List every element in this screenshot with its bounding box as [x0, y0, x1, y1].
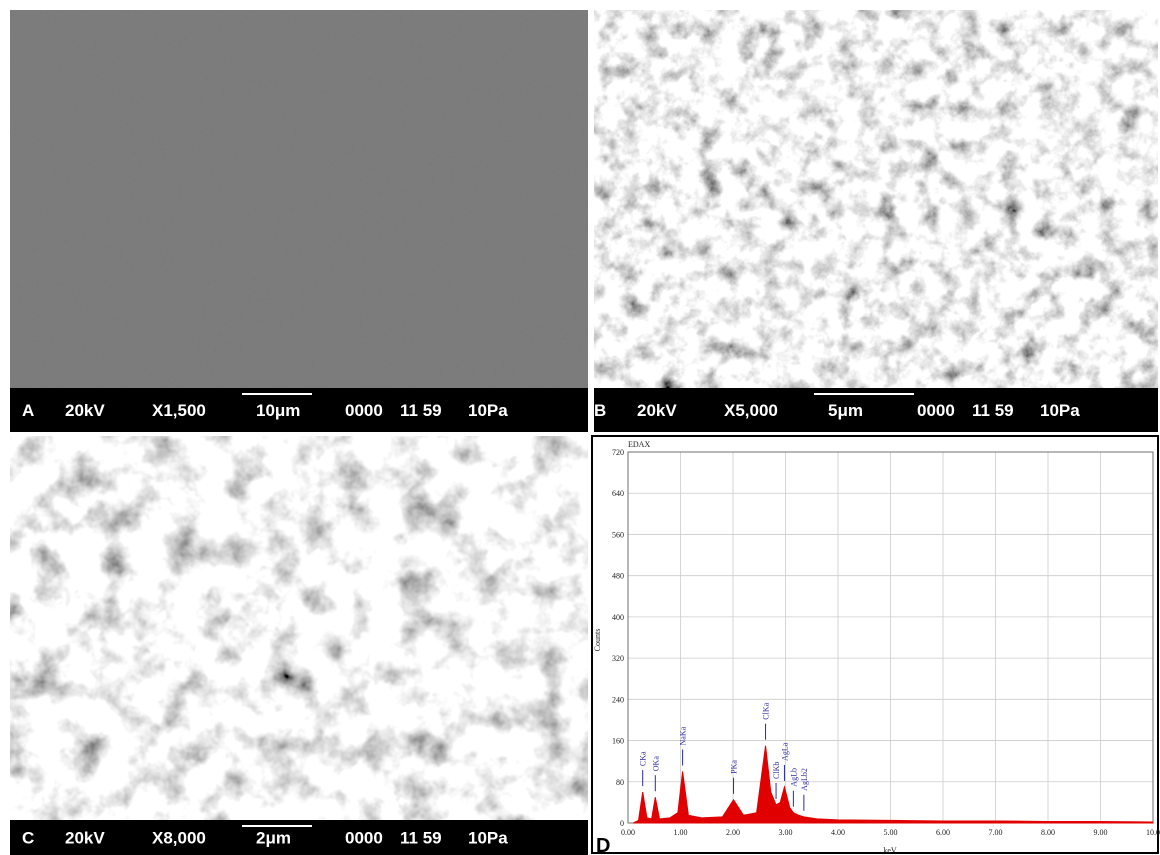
info-code: 0000 — [345, 401, 383, 420]
y-tick-label: 320 — [612, 654, 624, 663]
x-tick-label: 7.00 — [989, 828, 1003, 837]
spectrum-area — [633, 745, 1154, 824]
peak-label: OKa — [651, 756, 660, 772]
sem-image — [10, 10, 588, 388]
x-tick-label: 0.00 — [621, 828, 635, 837]
y-tick-label: 640 — [612, 489, 624, 498]
peak-label: AgLa — [780, 742, 789, 761]
panel-label: D — [596, 835, 610, 855]
info-pressure: 10Pa — [468, 401, 508, 420]
x-tick-label: 4.00 — [831, 828, 845, 837]
info-scale-bar: 2μm — [256, 829, 291, 848]
sem-image — [594, 10, 1158, 388]
sem-image — [10, 436, 588, 820]
y-axis-label: Counts — [593, 629, 602, 652]
info-magnification: X5,000 — [724, 401, 778, 420]
info-magnification: X8,000 — [152, 829, 206, 848]
x-tick-label: 5.00 — [884, 828, 898, 837]
info-bar — [10, 388, 588, 432]
info-bar — [594, 388, 1158, 432]
y-tick-label: 480 — [612, 572, 624, 581]
y-tick-label: 240 — [612, 695, 624, 704]
y-tick-label: 720 — [612, 448, 624, 457]
info-voltage: 20kV — [65, 401, 105, 420]
peak-label: PKa — [730, 760, 739, 774]
info-label: C — [22, 829, 34, 848]
peak-label: AgLb — [789, 768, 798, 787]
info-time: 11 59 — [400, 829, 442, 848]
info-time: 11 59 — [400, 401, 442, 420]
y-tick-label: 560 — [612, 530, 624, 539]
y-tick-label: 80 — [616, 778, 624, 787]
info-voltage: 20kV — [65, 829, 105, 848]
peak-label: NaKa — [679, 726, 688, 745]
peak-label: CKa — [639, 751, 648, 766]
spectrum-frame — [591, 435, 1159, 854]
peak-label: ClKa — [762, 702, 771, 719]
info-code: 0000 — [345, 829, 383, 848]
x-tick-label: 9.00 — [1094, 828, 1108, 837]
info-label: B — [594, 401, 606, 420]
x-tick-label: 3.00 — [779, 828, 793, 837]
info-scale-bar: 5μm — [828, 401, 863, 420]
info-scale-bar: 10μm — [256, 401, 300, 420]
x-tick-label: 6.00 — [936, 828, 950, 837]
x-axis-label: keV — [883, 846, 897, 855]
info-label: A — [22, 401, 34, 420]
x-tick-label: 8.00 — [1041, 828, 1055, 837]
peak-label: ClKb — [772, 762, 781, 779]
info-magnification: X1,500 — [152, 401, 206, 420]
x-tick-label: 10.0 — [1146, 828, 1160, 837]
peak-label: AgLb2 — [800, 768, 809, 791]
info-pressure: 10Pa — [468, 829, 508, 848]
info-pressure: 10Pa — [1040, 401, 1080, 420]
info-time: 11 59 — [972, 401, 1014, 420]
info-voltage: 20kV — [637, 401, 677, 420]
y-tick-label: 0 — [620, 819, 624, 828]
y-tick-label: 160 — [612, 737, 624, 746]
y-tick-label: 400 — [612, 613, 624, 622]
x-tick-label: 1.00 — [674, 828, 688, 837]
chart-title: EDAX — [628, 440, 650, 449]
info-code: 0000 — [917, 401, 955, 420]
x-tick-label: 2.00 — [726, 828, 740, 837]
